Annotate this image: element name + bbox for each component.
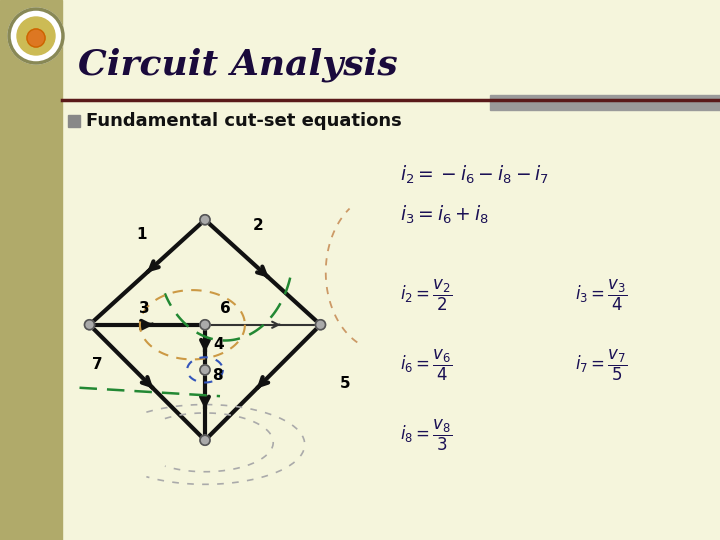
Circle shape [17, 17, 55, 55]
Circle shape [200, 320, 210, 330]
Text: 1: 1 [137, 227, 148, 241]
Text: Circuit Analysis: Circuit Analysis [78, 48, 397, 82]
Text: 2: 2 [252, 218, 263, 233]
Circle shape [315, 320, 325, 330]
Circle shape [27, 29, 45, 47]
Text: 7: 7 [91, 357, 102, 372]
Bar [0, 0, 62, 540]
Text: 5: 5 [339, 375, 350, 390]
Circle shape [8, 8, 64, 64]
Text: $i_8 = \dfrac{v_8}{3}$: $i_8 = \dfrac{v_8}{3}$ [400, 417, 453, 453]
Text: $i_2 = \dfrac{v_2}{2}$: $i_2 = \dfrac{v_2}{2}$ [400, 278, 453, 313]
Text: 6: 6 [220, 301, 230, 316]
Circle shape [200, 215, 210, 225]
Circle shape [200, 435, 210, 445]
Text: 3: 3 [139, 301, 150, 316]
Text: $i_6 = \dfrac{v_6}{4}$: $i_6 = \dfrac{v_6}{4}$ [400, 347, 453, 383]
Text: 8: 8 [212, 368, 222, 383]
Text: $i_2 = -i_6 - i_8 - i_7$: $i_2 = -i_6 - i_8 - i_7$ [400, 164, 549, 186]
Text: 4: 4 [213, 338, 224, 352]
Text: $i_7 = \dfrac{v_7}{5}$: $i_7 = \dfrac{v_7}{5}$ [575, 347, 628, 383]
Bar [68, 115, 80, 127]
Text: Fundamental cut-set equations: Fundamental cut-set equations [86, 112, 402, 130]
Circle shape [84, 320, 94, 330]
Bar [490, 95, 720, 110]
Text: $i_3 = \dfrac{v_3}{4}$: $i_3 = \dfrac{v_3}{4}$ [575, 278, 628, 313]
Text: $i_3 = i_6 + i_8$: $i_3 = i_6 + i_8$ [400, 204, 489, 226]
Circle shape [200, 365, 210, 375]
